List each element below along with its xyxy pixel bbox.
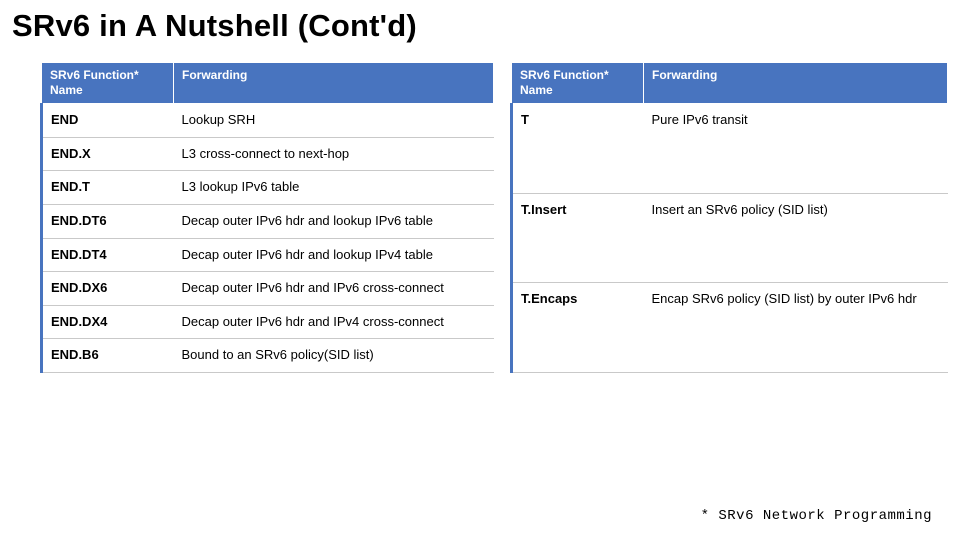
fw-cell: Insert an SRv6 policy (SID list) — [644, 193, 948, 283]
table-row: END.T L3 lookup IPv6 table — [42, 171, 494, 205]
table-row: END.DT4 Decap outer IPv6 hdr and lookup … — [42, 238, 494, 272]
fn-cell: END — [42, 104, 174, 138]
slide-page: SRv6 in A Nutshell (Cont'd) SRv6 Functio… — [0, 0, 960, 540]
table-row: END Lookup SRH — [42, 104, 494, 138]
col-header-fw: Forwarding — [644, 63, 948, 104]
table-row: END.B6 Bound to an SRv6 policy(SID list) — [42, 339, 494, 373]
tables-wrap: SRv6 Function* Name Forwarding END Looku… — [12, 62, 942, 373]
footnote: * SRv6 Network Programming — [701, 508, 932, 524]
fw-cell: Decap outer IPv6 hdr and IPv4 cross-conn… — [174, 305, 494, 339]
fw-cell: Pure IPv6 transit — [644, 104, 948, 194]
fn-cell: END.DT6 — [42, 204, 174, 238]
page-title: SRv6 in A Nutshell (Cont'd) — [12, 8, 942, 44]
left-table: SRv6 Function* Name Forwarding END Looku… — [40, 62, 494, 373]
table-row: END.X L3 cross-connect to next-hop — [42, 137, 494, 171]
fn-cell: END.DX4 — [42, 305, 174, 339]
table-header-row: SRv6 Function* Name Forwarding — [512, 63, 948, 104]
fn-cell: T — [512, 104, 644, 194]
table-row: END.DX6 Decap outer IPv6 hdr and IPv6 cr… — [42, 272, 494, 306]
fn-cell: END.B6 — [42, 339, 174, 373]
fw-cell: Decap outer IPv6 hdr and IPv6 cross-conn… — [174, 272, 494, 306]
fw-cell: Bound to an SRv6 policy(SID list) — [174, 339, 494, 373]
fw-cell: Decap outer IPv6 hdr and lookup IPv6 tab… — [174, 204, 494, 238]
table-row: END.DX4 Decap outer IPv6 hdr and IPv4 cr… — [42, 305, 494, 339]
fn-cell: T.Encaps — [512, 283, 644, 373]
fn-cell: END.X — [42, 137, 174, 171]
fw-cell: L3 lookup IPv6 table — [174, 171, 494, 205]
fw-cell: Lookup SRH — [174, 104, 494, 138]
table-row: T.Encaps Encap SRv6 policy (SID list) by… — [512, 283, 948, 373]
fn-cell: END.T — [42, 171, 174, 205]
fn-cell: END.DX6 — [42, 272, 174, 306]
fn-cell: T.Insert — [512, 193, 644, 283]
fn-cell: END.DT4 — [42, 238, 174, 272]
table-row: END.DT6 Decap outer IPv6 hdr and lookup … — [42, 204, 494, 238]
table-row: T.Insert Insert an SRv6 policy (SID list… — [512, 193, 948, 283]
table-row: T Pure IPv6 transit — [512, 104, 948, 194]
fw-cell: L3 cross-connect to next-hop — [174, 137, 494, 171]
table-header-row: SRv6 Function* Name Forwarding — [42, 63, 494, 104]
right-table: SRv6 Function* Name Forwarding T Pure IP… — [510, 62, 948, 373]
col-header-fw: Forwarding — [174, 63, 494, 104]
fw-cell: Decap outer IPv6 hdr and lookup IPv4 tab… — [174, 238, 494, 272]
col-header-fn: SRv6 Function* Name — [512, 63, 644, 104]
col-header-fn: SRv6 Function* Name — [42, 63, 174, 104]
fw-cell: Encap SRv6 policy (SID list) by outer IP… — [644, 283, 948, 373]
